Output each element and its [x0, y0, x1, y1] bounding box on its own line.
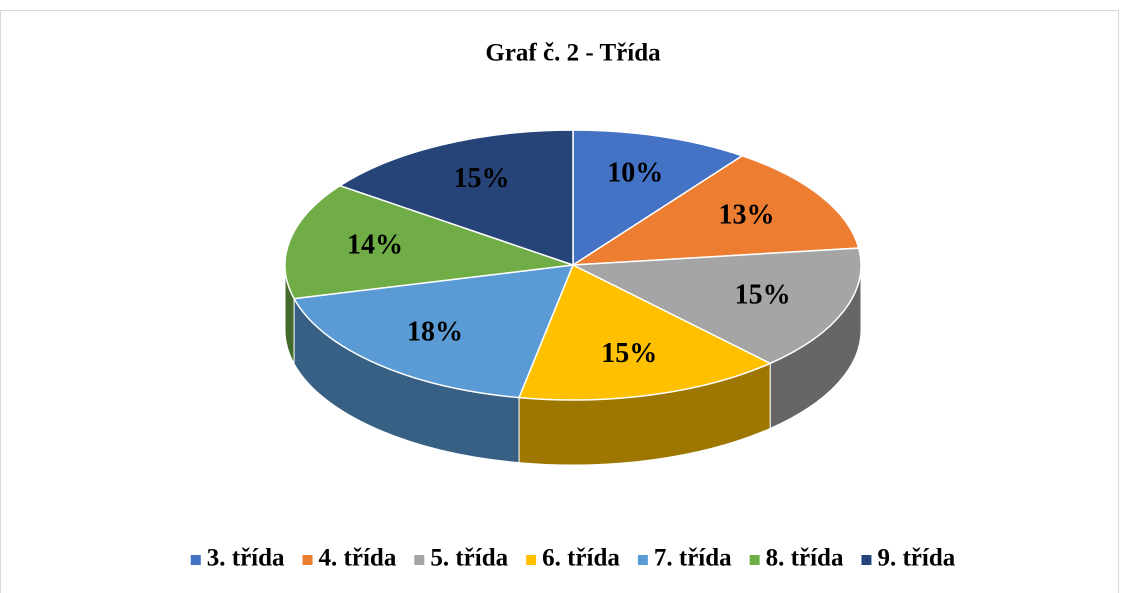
- pie-slice: [570, 154, 860, 266]
- legend-label: 5. třída: [430, 545, 508, 572]
- data-label: 10%: [607, 158, 663, 189]
- pie-slice: [517, 263, 772, 401]
- data-label: 18%: [407, 316, 463, 347]
- pie-slice: [292, 264, 575, 399]
- pie-slice: [284, 184, 574, 300]
- pie-slice: [338, 129, 574, 267]
- legend-label: 4. třída: [319, 545, 397, 572]
- pie-slice: [572, 129, 744, 267]
- legend-label: 7. třída: [654, 545, 732, 572]
- legend-swatch: [302, 555, 313, 565]
- legend-swatch: [414, 555, 425, 565]
- pie: 10% 13% 15% 15% 18% 14% 15%: [284, 129, 862, 466]
- data-label: 15%: [601, 338, 657, 369]
- pie-slice: [570, 247, 862, 365]
- legend-label: 9. třída: [877, 545, 955, 572]
- legend-swatch: [637, 555, 648, 565]
- legend-swatch: [526, 555, 537, 565]
- legend-label: 6. třída: [542, 545, 620, 572]
- legend: 3. třída 4. třída 5. třída 6. třída 7. třída…: [190, 545, 956, 572]
- chart-title: Graf č. 2 - Třída: [485, 40, 661, 67]
- legend-label: 3. třída: [207, 545, 285, 572]
- legend-swatch: [861, 555, 872, 565]
- data-label: 15%: [735, 279, 791, 310]
- data-label: 13%: [719, 199, 775, 230]
- legend-swatch: [190, 555, 201, 565]
- data-label: 15%: [453, 163, 509, 194]
- legend-label: 8. třída: [766, 545, 844, 572]
- data-label: 14%: [347, 230, 403, 261]
- legend-swatch: [749, 555, 760, 565]
